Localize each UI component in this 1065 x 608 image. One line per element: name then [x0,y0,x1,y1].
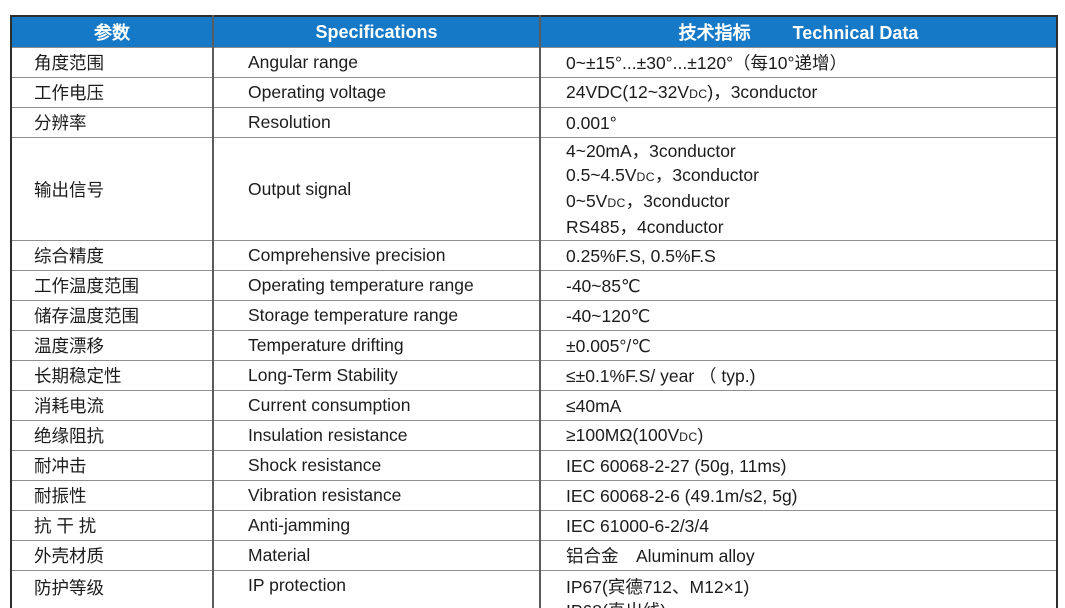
specification-cell: Material [212,540,540,571]
table-row: 输出信号 Output signal 4~20mA，3conductor 0.5~4.… [11,137,1057,241]
parameter-cell: 耐振性 [11,480,213,511]
specification-cell: Storage temperature range [212,300,540,331]
header-parameter: 参数 [11,16,213,48]
specification-cell: Current consumption [212,390,540,421]
table-row: 消耗电流 Current consumption ≤40mA [11,390,1057,421]
value-line: 4~20mA，3conductor [566,141,736,161]
specification-cell: Anti-jamming [212,510,540,541]
specification-cell: Resolution [212,107,540,138]
value-line: ±0.005°/℃ [566,335,651,356]
parameter-cell: 输出信号 [11,137,213,241]
specification-cell: Output signal [212,137,540,241]
parameter-cell: 综合精度 [11,240,213,271]
table-row: 角度范围 Angular range 0~±15°...±30°...±120°（每… [11,47,1057,78]
specifications-table: 参数 Specifications 技术指标 Technical Data 角度范… [10,15,1058,608]
value-line: IEC 60068-2-27 (50g, 11ms) [566,455,787,476]
table-row: 耐振性 Vibration resistance IEC 60068-2-6 (49… [11,480,1057,511]
header-technical-data-zh: 技术指标 [678,23,751,43]
parameter-cell: 抗 干 扰 [11,510,213,541]
technical-data-cell: 0~±15°...±30°...±120°（每10°递增） [539,47,1057,78]
parameter-cell: 长期稳定性 [11,360,213,391]
table-row: 综合精度 Comprehensive precision 0.25%F.S, 0.5… [11,240,1057,271]
header-specifications: Specifications [212,16,540,48]
value-line: -40~85℃ [566,275,641,296]
table-row: 耐冲击 Shock resistance IEC 60068-2-27 (50g, … [11,450,1057,481]
value-line: IP67(宾德712、M12×1) [566,577,750,597]
technical-data-cell: IEC 61000-6-2/3/4 [539,510,1057,541]
parameter-cell: 工作电压 [11,77,213,108]
specification-cell: Angular range [212,47,540,78]
value-line: 0.25%F.S, 0.5%F.S [566,245,716,266]
technical-data-cell: IEC 60068-2-27 (50g, 11ms) [539,450,1057,481]
technical-data-cell: 0.25%F.S, 0.5%F.S [539,240,1057,271]
specification-cell: Insulation resistance [212,420,540,451]
parameter-cell: 工作温度范围 [11,270,213,301]
technical-data-cell: -40~85℃ [539,270,1057,301]
technical-data-cell: ±0.005°/℃ [539,330,1057,361]
technical-data-cell: 0.001° [539,107,1057,138]
technical-data-cell: -40~120℃ [539,300,1057,331]
value-line: ≤±0.1%F.S/ year （ typ.) [566,365,756,386]
header-technical-data-en: Technical Data [792,23,919,43]
specification-cell: Long-Term Stability [212,360,540,391]
parameter-cell: 消耗电流 [11,390,213,421]
value-line: RS485，4conductor [566,217,724,237]
parameter-cell: 防护等级 [11,570,213,608]
value-line: 铝合金 Aluminum alloy [566,545,755,566]
technical-data-cell: 4~20mA，3conductor 0.5~4.5VDC，3conductor 0~… [539,137,1057,241]
value-line: IP68(直出线) [566,599,1052,608]
value-line: -40~120℃ [566,305,651,326]
parameter-cell: 角度范围 [11,47,213,78]
parameter-cell: 温度漂移 [11,330,213,361]
value-line: 0~5VDC，3conductor [566,191,730,211]
header-technical-data: 技术指标 Technical Data [539,16,1057,48]
table-row: 绝缘阻抗 Insulation resistance ≥100MΩ(100VDC) [11,420,1057,451]
table-row: 工作电压 Operating voltage 24VDC(12~32VDC)，3co… [11,77,1057,108]
specification-cell: Operating voltage [212,77,540,108]
specification-cell: Vibration resistance [212,480,540,511]
technical-data-cell: ≤±0.1%F.S/ year （ typ.) [539,360,1057,391]
table-row: 分辨率 Resolution 0.001° [11,107,1057,138]
parameter-cell: 绝缘阻抗 [11,420,213,451]
table-header-row: 参数 Specifications 技术指标 Technical Data [11,16,1057,48]
table-row: 抗 干 扰 Anti-jamming IEC 61000-6-2/3/4 [11,510,1057,541]
specification-cell: Comprehensive precision [212,240,540,271]
specification-cell: IP protection [212,570,540,608]
specification-cell: Shock resistance [212,450,540,481]
technical-data-cell: ≤40mA [539,390,1057,421]
value-line: 24VDC(12~32VDC)，3conductor [566,81,818,102]
parameter-cell: 外壳材质 [11,540,213,571]
technical-data-cell: ≥100MΩ(100VDC) [539,420,1057,451]
parameter-cell: 耐冲击 [11,450,213,481]
value-line: IEC 61000-6-2/3/4 [566,515,710,536]
value-line: 0.001° [566,112,617,133]
value-line: 0~±15°...±30°...±120°（每10°递增） [566,52,848,73]
parameter-cell: 分辨率 [11,107,213,138]
specification-cell: Operating temperature range [212,270,540,301]
parameter-cell: 储存温度范围 [11,300,213,331]
value-line: ≤40mA [566,395,622,416]
table-row: 温度漂移 Temperature drifting ±0.005°/℃ [11,330,1057,361]
specification-cell: Temperature drifting [212,330,540,361]
value-line: 0.5~4.5VDC，3conductor [566,165,759,185]
table-row: 储存温度范围 Storage temperature range -40~120℃ [11,300,1057,331]
technical-data-cell: IEC 60068-2-6 (49.1m/s2, 5g) [539,480,1057,511]
table-row: 外壳材质 Material 铝合金 Aluminum alloy [11,540,1057,571]
technical-data-cell: 铝合金 Aluminum alloy [539,540,1057,571]
value-line: IEC 60068-2-6 (49.1m/s2, 5g) [566,485,798,506]
value-line: ≥100MΩ(100VDC) [566,424,704,445]
technical-data-cell: 24VDC(12~32VDC)，3conductor [539,77,1057,108]
table-body: 角度范围 Angular range 0~±15°...±30°...±120°（每… [11,47,1057,608]
technical-data-cell: IP67(宾德712、M12×1) IP68(直出线) [539,570,1057,608]
table-row: 长期稳定性 Long-Term Stability ≤±0.1%F.S/ year … [11,360,1057,391]
table-row: 工作温度范围 Operating temperature range -40~85℃ [11,270,1057,301]
